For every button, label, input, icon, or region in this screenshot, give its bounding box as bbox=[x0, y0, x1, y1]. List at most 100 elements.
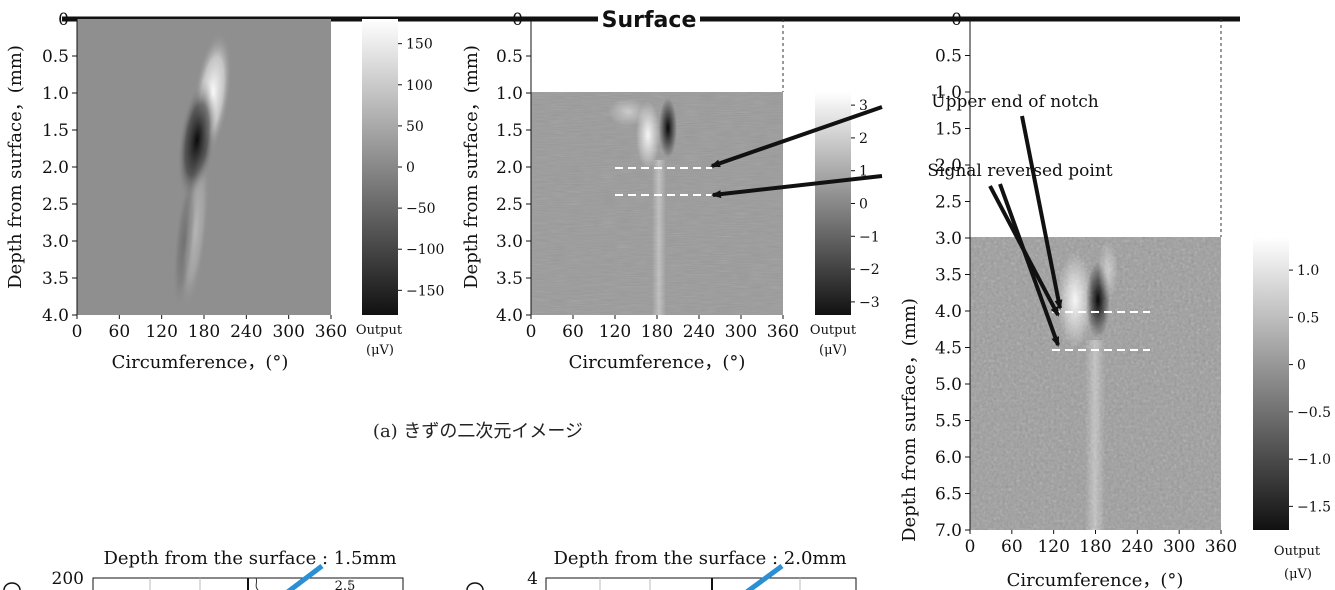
x-tick-label: 360 bbox=[767, 322, 799, 342]
heatmap-panel-2: 00.51.01.52.02.53.03.54.0 0 60 120 180 240 30… bbox=[461, 10, 880, 373]
x-tick-label: 120 bbox=[1037, 537, 1069, 557]
colorbar-tick-label: −1.5 bbox=[1297, 499, 1331, 515]
line-plot-2-title: Depth from the surface : 2.0mm bbox=[553, 548, 846, 569]
line-plot-2-pointer bbox=[745, 563, 784, 590]
x-tick-label: 300 bbox=[725, 322, 757, 342]
heatmap-1-xlabel: Circumference，(°) bbox=[112, 352, 289, 373]
arrow-reversed-panel2 bbox=[711, 174, 883, 199]
y-tick-label: 7.0 bbox=[935, 521, 962, 541]
heatmap-2-y-ticks: 0 0.5 1.0 1.5 2.0 2.5 3.0 3.5 4.0 bbox=[496, 10, 531, 326]
annotation-signal-reversed: Signal reversed point bbox=[711, 161, 1113, 347]
heatmap-1-flaw bbox=[172, 31, 232, 310]
heatmap-1-x-ticks: 0 60 120 180 240 300 360 bbox=[72, 315, 347, 342]
heatmap-3-xlabel: Circumference，(°) bbox=[1007, 570, 1184, 590]
line-plot-2-ytick-top: 4 bbox=[527, 569, 538, 589]
heatmap-3-y-ticks: 0 0.5 1.0 1.5 2.0 2.5 3.0 3.5 4.0 4.5 5.0 5.5 6.0 6.5… bbox=[935, 10, 970, 541]
line-plot-1-title: Depth from the surface : 1.5mm bbox=[103, 548, 396, 569]
x-tick-label: 300 bbox=[1163, 537, 1195, 557]
colorbar-tick-label: 2 bbox=[859, 131, 868, 147]
y-tick-label: 4.5 bbox=[935, 339, 962, 359]
line-plot-1-legend: 2.5 bbox=[335, 579, 356, 590]
y-tick-label: 6.0 bbox=[935, 448, 962, 468]
y-tick-label: 1.0 bbox=[42, 84, 69, 104]
line-plot-1-pointer bbox=[286, 564, 324, 590]
heatmap-panel-1: 0 0.5 1.0 1.5 2.0 2.5 3.0 3.5 4.0 0 60 120 180 240 30… bbox=[5, 10, 444, 373]
colorbar-tick-label: 3 bbox=[859, 98, 868, 114]
colorbar-tick-label: −3 bbox=[859, 295, 880, 311]
y-tick-label: 3.5 bbox=[496, 269, 523, 289]
line-plot-2-frame bbox=[545, 577, 857, 590]
colorbar-tick-label: 0 bbox=[406, 160, 415, 176]
colorbar-2-unit: (μV) bbox=[819, 343, 847, 358]
heatmap-1-y-ticks: 0 0.5 1.0 1.5 2.0 2.5 3.0 3.5 4.0 bbox=[42, 10, 77, 326]
annotation-upper-end-text: Upper end of notch bbox=[931, 92, 1098, 112]
heatmap-3-flaw bbox=[1057, 240, 1118, 530]
colorbar-tick-label: −100 bbox=[406, 242, 444, 258]
line-plot-2-marker-icon bbox=[466, 582, 484, 590]
colorbar-tick-label: −0.5 bbox=[1297, 405, 1331, 421]
heatmap-3-ylabel: Depth from surface，(mm) bbox=[899, 298, 920, 542]
y-tick-label: 0 bbox=[58, 10, 69, 30]
arrow-upper-end-panel3 bbox=[1020, 115, 1063, 310]
y-tick-label: 4.0 bbox=[42, 306, 69, 326]
heatmap-2-flaw bbox=[608, 98, 677, 315]
y-tick-label: 2.5 bbox=[935, 193, 962, 213]
figure-caption: (a) きずの二次元イメージ bbox=[373, 421, 583, 442]
colorbar-3-label: Output bbox=[1274, 544, 1321, 559]
x-tick-label: 60 bbox=[109, 322, 131, 342]
y-tick-label: 0 bbox=[512, 10, 523, 30]
colorbar-tick-label: 0 bbox=[1297, 358, 1306, 374]
x-tick-label: 0 bbox=[72, 322, 83, 342]
y-tick-label: 3.0 bbox=[935, 229, 962, 249]
arrow-reversed-panel3-a bbox=[998, 183, 1060, 347]
heatmap-3-x-ticks: 0 60 120 180 240 300 360 bbox=[965, 530, 1237, 557]
x-tick-label: 360 bbox=[1205, 537, 1237, 557]
y-tick-label: 2.0 bbox=[935, 156, 962, 176]
y-tick-label: 3.5 bbox=[42, 269, 69, 289]
colorbar-1-unit: (μV) bbox=[366, 343, 394, 358]
y-tick-label: 2.5 bbox=[42, 195, 69, 215]
y-tick-label: 5.0 bbox=[935, 375, 962, 395]
x-tick-label: 60 bbox=[1001, 537, 1023, 557]
annotation-upper-end: Upper end of notch bbox=[710, 92, 1099, 310]
line-plot-1: Depth from the surface : 1.5mm 200 2.5 bbox=[3, 548, 404, 590]
x-tick-label: 60 bbox=[562, 322, 584, 342]
arrow-upper-end-panel2 bbox=[710, 105, 883, 168]
colorbar-tick-label: −2 bbox=[859, 262, 880, 278]
x-tick-label: 240 bbox=[230, 322, 262, 342]
colorbar-tick-label: −50 bbox=[406, 201, 436, 217]
colorbar-tick-label: −150 bbox=[406, 283, 444, 299]
line-plot-1-ytick-top: 200 bbox=[52, 569, 84, 589]
x-tick-label: 0 bbox=[526, 322, 537, 342]
heatmap-1-ylabel: Depth from surface，(mm) bbox=[5, 45, 26, 289]
y-tick-label: 1.0 bbox=[935, 83, 962, 103]
arrow-reversed-panel3-b bbox=[988, 185, 1060, 317]
y-tick-label: 2.5 bbox=[496, 195, 523, 215]
y-tick-label: 1.0 bbox=[496, 84, 523, 104]
x-tick-label: 180 bbox=[641, 322, 673, 342]
y-tick-label: 6.5 bbox=[935, 485, 962, 505]
y-tick-label: 4.0 bbox=[496, 306, 523, 326]
heatmap-panel-3: 0 0.5 1.0 1.5 2.0 2.5 3.0 3.5 4.0 4.5 5.0 5.5 6.0 6.5… bbox=[899, 10, 1331, 590]
heatmap-2-xlabel: Circumference，(°) bbox=[569, 352, 746, 373]
x-tick-label: 120 bbox=[145, 322, 177, 342]
y-tick-label: 5.5 bbox=[935, 412, 962, 432]
y-tick-label: 3.5 bbox=[935, 266, 962, 286]
y-tick-label: 0.5 bbox=[42, 47, 69, 67]
x-tick-label: 120 bbox=[599, 322, 631, 342]
colorbar-1-label: Output bbox=[356, 323, 403, 338]
y-tick-label: 2.0 bbox=[42, 158, 69, 178]
x-tick-label: 180 bbox=[1079, 537, 1111, 557]
annotation-signal-reversed-text: Signal reversed point bbox=[927, 161, 1112, 181]
colorbar-tick-label: 0 bbox=[859, 197, 868, 213]
colorbar-2-ticks: 3 2 1 0 −1 −2 −3 bbox=[851, 98, 880, 311]
colorbar-1 bbox=[362, 19, 398, 315]
colorbar-tick-label: −1.0 bbox=[1297, 452, 1331, 468]
colorbar-tick-label: 1 bbox=[859, 164, 868, 180]
y-tick-label: 3.0 bbox=[496, 232, 523, 252]
y-tick-label: 0.5 bbox=[496, 47, 523, 67]
heatmap-2-x-ticks: 0 60 120 180 240 300 360 bbox=[526, 315, 799, 342]
colorbar-3 bbox=[1253, 237, 1289, 530]
line-plot-1-marker-icon bbox=[3, 582, 21, 590]
